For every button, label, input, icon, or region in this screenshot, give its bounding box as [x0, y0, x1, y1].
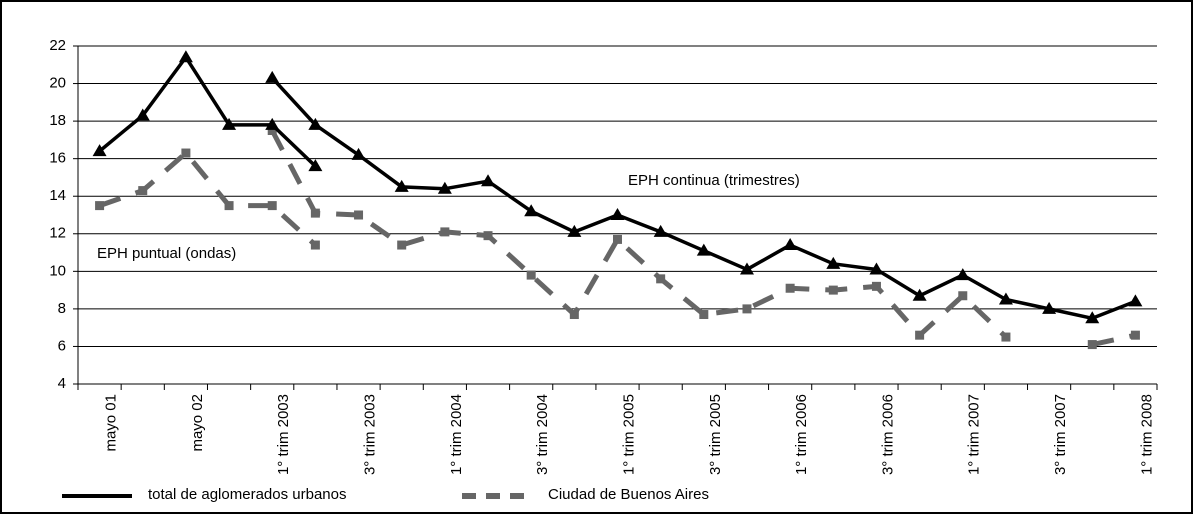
marker [869, 262, 884, 275]
y-tick-label: 20 [49, 75, 66, 92]
marker [871, 281, 881, 291]
marker [828, 285, 838, 295]
x-tick-label: mayo 01 [103, 394, 120, 452]
marker [1128, 294, 1143, 307]
marker [912, 288, 927, 301]
marker [267, 201, 277, 211]
legend-label: total de aglomerados urbanos [148, 486, 346, 503]
y-tick-label: 16 [49, 150, 66, 167]
marker [394, 179, 409, 192]
marker [178, 50, 193, 63]
marker [354, 210, 364, 220]
y-tick-label: 18 [49, 112, 66, 129]
marker [524, 204, 539, 217]
marker [265, 117, 280, 130]
marker [567, 224, 582, 237]
marker [483, 231, 493, 241]
marker [310, 240, 320, 250]
line [98, 55, 317, 168]
x-tick-label: 1° trim 2003 [275, 394, 292, 475]
y-tick-label: 6 [58, 337, 66, 354]
y-tick-label: 8 [58, 300, 66, 317]
marker [92, 144, 107, 157]
marker [440, 227, 450, 237]
marker [742, 304, 752, 314]
marker [785, 283, 795, 293]
y-tick-label: 4 [58, 375, 66, 392]
marker [437, 181, 452, 194]
line [270, 129, 1008, 339]
y-tick-label: 12 [49, 225, 66, 242]
marker [481, 174, 496, 187]
marker [351, 147, 366, 160]
x-tick-label: 1° trim 2005 [620, 394, 637, 475]
marker [224, 201, 234, 211]
marker [958, 291, 968, 301]
marker [699, 310, 709, 320]
marker [181, 148, 191, 158]
marker [222, 117, 237, 130]
y-tick-label: 10 [49, 262, 66, 279]
marker [610, 208, 625, 220]
x-tick-label: 3° trim 2007 [1052, 394, 1069, 475]
marker [308, 159, 323, 172]
line [98, 150, 318, 247]
marker [613, 234, 622, 244]
line [1091, 332, 1136, 348]
marker [135, 108, 150, 121]
x-tick-label: 3° trim 2004 [534, 394, 551, 475]
marker [1087, 340, 1097, 350]
x-tick-label: 1° trim 2006 [793, 394, 810, 475]
marker [1001, 332, 1011, 342]
x-tick-label: 1° trim 2008 [1138, 394, 1155, 475]
marker [1042, 301, 1057, 314]
marker [267, 126, 277, 135]
marker [95, 201, 105, 211]
marker [1085, 311, 1100, 324]
marker [526, 270, 536, 280]
marker [955, 268, 970, 281]
marker [138, 186, 148, 196]
annotation: EPH continua (trimestres) [628, 172, 800, 189]
marker [696, 243, 711, 256]
marker [265, 70, 280, 83]
marker [915, 330, 925, 340]
marker [656, 274, 666, 284]
legend-label: Ciudad de Buenos Aires [548, 486, 709, 503]
x-tick-label: 1° trim 2007 [966, 394, 983, 475]
x-tick-label: mayo 02 [189, 394, 206, 452]
marker [998, 292, 1013, 305]
line [270, 76, 1137, 321]
marker [653, 224, 668, 237]
marker [397, 240, 407, 250]
marker [569, 310, 579, 320]
x-tick-label: 3° trim 2006 [879, 394, 896, 475]
x-tick-label: 3° trim 2003 [362, 394, 379, 475]
y-tick-label: 22 [49, 37, 66, 54]
marker [783, 238, 798, 251]
marker [826, 256, 841, 269]
marker [1130, 330, 1140, 340]
marker [739, 262, 754, 275]
annotation: EPH puntual (ondas) [97, 245, 236, 262]
x-tick-label: 3° trim 2005 [707, 394, 724, 475]
marker [308, 117, 323, 130]
x-tick-label: 1° trim 2004 [448, 394, 465, 475]
marker [310, 208, 320, 218]
y-tick-label: 14 [49, 187, 66, 204]
